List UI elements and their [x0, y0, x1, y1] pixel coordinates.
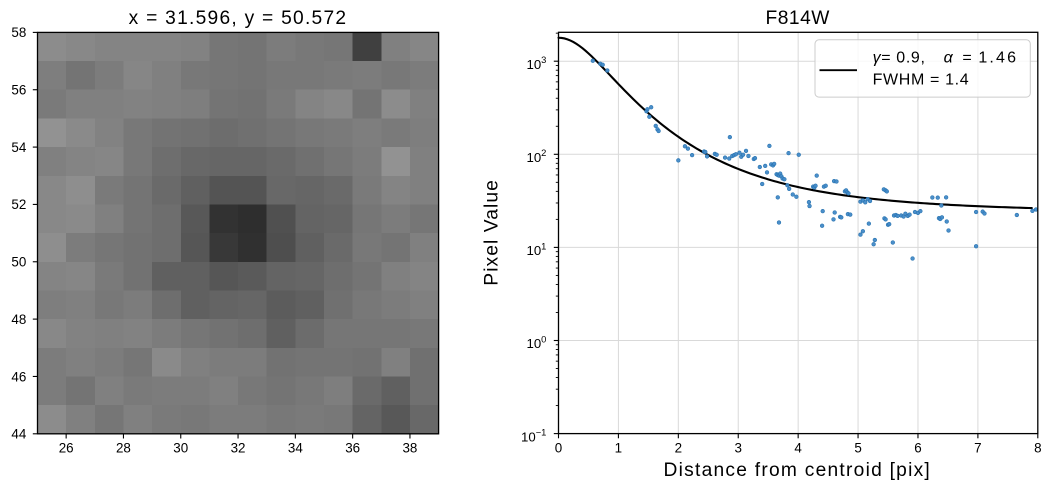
- svg-text:FWHM = 1.4: FWHM = 1.4: [873, 71, 970, 88]
- svg-text:30: 30: [173, 441, 188, 456]
- svg-text:36: 36: [345, 441, 360, 456]
- svg-text:F814W: F814W: [766, 8, 831, 29]
- svg-text:54: 54: [11, 140, 26, 155]
- svg-text:58: 58: [11, 25, 26, 40]
- svg-text:50: 50: [11, 255, 26, 270]
- svg-text:0: 0: [555, 441, 562, 456]
- svg-text:γ= 0.9,α=1.46: γ= 0.9, α = 1.46: [873, 49, 1019, 66]
- svg-text:Distance from centroid [pix]: Distance from centroid [pix]: [664, 460, 931, 481]
- svg-text:7: 7: [974, 441, 981, 456]
- svg-text:26: 26: [59, 441, 74, 456]
- svg-text:28: 28: [116, 441, 131, 456]
- svg-text:1: 1: [615, 441, 622, 456]
- svg-text:44: 44: [11, 427, 26, 442]
- svg-text:56: 56: [11, 83, 26, 98]
- svg-text:3: 3: [735, 441, 742, 456]
- svg-text:Pixel Value: Pixel Value: [481, 179, 502, 286]
- svg-text:48: 48: [11, 312, 26, 327]
- svg-text:8: 8: [1034, 441, 1041, 456]
- svg-text:32: 32: [231, 441, 246, 456]
- svg-text:38: 38: [402, 441, 417, 456]
- svg-text:6: 6: [914, 441, 921, 456]
- svg-text:x = 31.596, y = 50.572: x = 31.596, y = 50.572: [129, 8, 348, 29]
- svg-text:46: 46: [11, 369, 26, 384]
- svg-text:34: 34: [288, 441, 303, 456]
- svg-text:4: 4: [794, 441, 802, 456]
- svg-text:52: 52: [11, 197, 26, 212]
- svg-text:2: 2: [675, 441, 682, 456]
- svg-text:5: 5: [854, 441, 861, 456]
